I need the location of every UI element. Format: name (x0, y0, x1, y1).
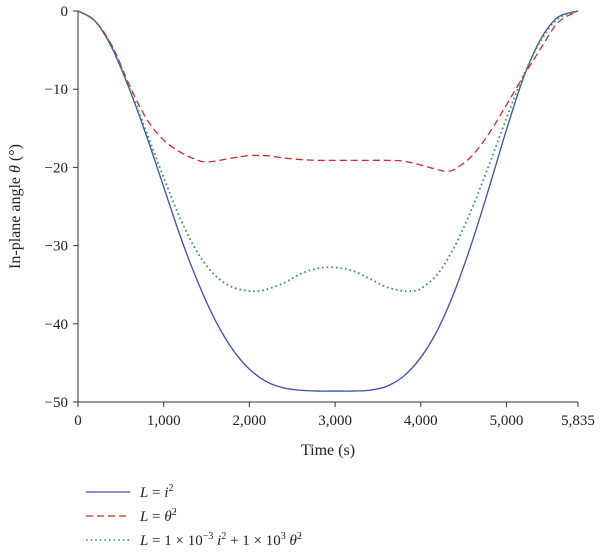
legend-label-series-3: L = 1 × 10−3 i2 + 1 × 103 θ̇2 (140, 530, 302, 549)
legend-item-series-2: L = θ̇2 (86, 504, 302, 528)
x-tick-label: 2,000 (233, 413, 267, 429)
x-axis-title: Time (s) (301, 442, 355, 459)
legend: L = i2 L = θ̇2 L = 1 × 10−3 i2 + 1 × 103… (86, 480, 302, 552)
x-tick-label: 5,835 (561, 413, 595, 429)
series-line-2 (77, 10, 579, 172)
series-line-1 (77, 10, 579, 392)
x-tick-label: 1,000 (147, 413, 181, 429)
ticks-layer: 0 1,000 2,000 3,000 4,000 5,000 5,835 0 −10 −20 −3… (45, 4, 595, 429)
legend-label-series-2: L = θ̇2 (140, 506, 177, 525)
y-tick-label: −30 (45, 239, 68, 255)
x-tick-label: 0 (74, 413, 82, 429)
x-tick-label: 4,000 (404, 413, 438, 429)
legend-swatch-dashed (86, 515, 130, 517)
series-layer (77, 10, 579, 392)
legend-item-series-1: L = i2 (86, 480, 302, 504)
series-line-3 (77, 10, 579, 293)
legend-swatch-dotted (86, 539, 130, 541)
y-tick-label: −10 (45, 82, 68, 98)
line-chart: 0 1,000 2,000 3,000 4,000 5,000 5,835 0 −10 −20 −3… (7, 4, 595, 459)
x-tick-label: 5,000 (490, 413, 524, 429)
y-tick-label: −50 (45, 395, 68, 411)
y-tick-label: −20 (45, 160, 68, 176)
y-tick-label: −40 (45, 317, 68, 333)
y-axis-title: In-plane angle θ (°) (7, 144, 24, 269)
legend-label-series-1: L = i2 (140, 482, 174, 501)
axes (77, 11, 578, 403)
x-tick-label: 3,000 (318, 413, 352, 429)
y-tick-label: 0 (61, 4, 69, 20)
legend-item-series-3: L = 1 × 10−3 i2 + 1 × 103 θ̇2 (86, 528, 302, 552)
legend-swatch-solid (86, 491, 130, 493)
